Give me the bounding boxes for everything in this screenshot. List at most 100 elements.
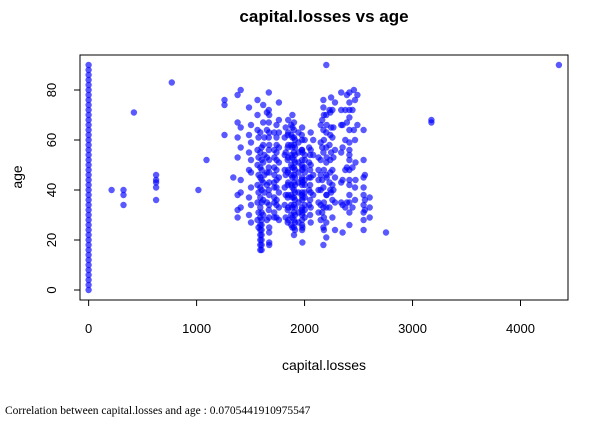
data-point [361,206,369,214]
data-point [85,71,92,79]
data-point [310,136,317,144]
data-point [85,266,92,274]
data-point [247,219,255,226]
data-point [258,226,265,234]
data-point [85,106,92,114]
data-point [346,139,353,146]
x-axis: 0 1000 2000 3000 4000 [85,299,535,336]
data-point [221,96,228,104]
data-point [352,159,359,166]
data-point [330,124,337,131]
data-point [301,201,308,209]
data-point [85,286,92,294]
data-point [275,116,283,124]
data-point [195,186,202,194]
data-point [85,271,92,279]
data-point [349,164,356,171]
data-point [234,134,241,141]
data-point [329,134,336,141]
data-point [307,204,314,211]
x-tick-label: 2000 [290,321,319,336]
data-point [320,104,327,111]
data-point [237,176,244,184]
data-point [366,204,373,211]
data-point [346,181,353,189]
data-point [299,224,306,231]
data-point [85,236,92,244]
data-point [320,136,328,144]
data-point [331,174,339,181]
data-point [85,211,92,219]
data-point [306,211,314,219]
data-point [290,231,298,239]
data-point [323,61,330,69]
data-point [152,196,160,204]
data-point [85,226,92,234]
data-point [273,149,280,156]
data-point [291,174,299,181]
data-point [329,106,336,114]
data-point [247,184,255,191]
data-point [361,196,369,204]
data-point [301,151,308,159]
data-point [85,121,92,129]
data-point [319,116,326,124]
data-point [258,246,265,254]
data-point [350,86,358,94]
data-point [85,81,92,89]
data-point [331,226,339,234]
data-point [108,186,115,194]
data-point [354,91,361,99]
data-point [351,96,359,104]
data-point [266,111,273,119]
data-point [346,191,353,199]
data-point [237,86,244,94]
data-point [266,224,273,231]
data-point [329,181,336,189]
data-point [265,119,272,126]
y-tick-label: 40 [44,183,59,197]
data-point [331,199,339,206]
data-point [85,131,92,139]
data-point [275,144,283,151]
data-point [275,159,283,166]
data-point [351,196,359,204]
data-point [320,226,328,234]
data-point [85,66,92,74]
chart-title: capital.losses vs age [239,7,408,26]
data-point [346,199,353,206]
data-point [306,181,314,189]
data-point [273,121,280,129]
data-point [254,111,261,119]
data-point [350,126,358,134]
data-point [301,194,308,201]
data-point [258,166,265,174]
data-point [275,129,283,136]
data-point [85,76,92,84]
data-point [339,176,346,184]
data-point [85,221,92,229]
data-point [326,204,333,211]
data-point [307,219,314,226]
data-point [266,201,273,209]
data-point [85,156,92,164]
data-point [258,221,265,229]
data-point [330,154,337,161]
data-point [306,196,314,204]
y-tick-label: 0 [44,286,59,293]
data-point [85,216,92,224]
data-point [258,241,265,249]
data-point [291,204,299,211]
data-point [428,119,435,126]
data-point [85,281,92,289]
data-point [257,129,264,136]
data-point [320,96,327,104]
data-point [275,204,283,211]
data-point [307,161,314,169]
data-point [245,149,253,156]
data-point [234,119,241,126]
data-point [266,239,273,246]
data-point [152,171,160,179]
y-axis: 0 20 40 60 80 [44,83,81,294]
data-point [352,176,359,184]
